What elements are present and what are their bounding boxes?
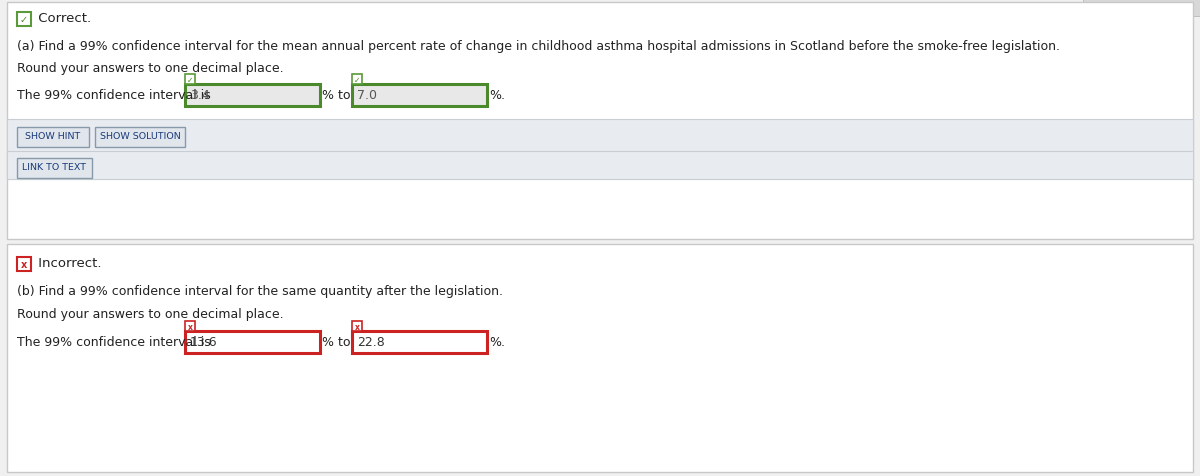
Text: SHOW HINT: SHOW HINT — [25, 132, 80, 141]
Bar — [185, 331, 320, 353]
Bar — [7, 245, 1193, 472]
Text: x: x — [20, 259, 28, 269]
Text: x: x — [187, 322, 192, 331]
Bar — [185, 85, 320, 107]
Text: 22.8: 22.8 — [358, 335, 385, 348]
Text: (b) Find a 99% confidence interval for the same quantity after the legislation.: (b) Find a 99% confidence interval for t… — [17, 284, 503, 298]
Text: Incorrect.: Incorrect. — [34, 257, 102, 269]
Text: The 99% confidence interval is: The 99% confidence interval is — [17, 335, 211, 348]
Text: ✓: ✓ — [354, 75, 360, 84]
Bar — [7, 152, 1193, 179]
Bar — [7, 120, 1193, 179]
Text: 3.4: 3.4 — [190, 89, 210, 102]
Text: The 99% confidence interval is: The 99% confidence interval is — [17, 89, 211, 102]
Bar — [7, 3, 1193, 239]
Text: Correct.: Correct. — [34, 12, 91, 25]
Text: %.: %. — [490, 335, 505, 348]
Text: LINK TO TEXT: LINK TO TEXT — [23, 163, 86, 172]
Text: x: x — [354, 322, 360, 331]
Bar — [352, 75, 362, 85]
Bar — [17, 13, 31, 27]
Text: Round your answers to one decimal place.: Round your answers to one decimal place. — [17, 62, 283, 75]
Bar — [352, 85, 487, 107]
Text: Round your answers to one decimal place.: Round your answers to one decimal place. — [17, 307, 283, 320]
Bar — [17, 159, 92, 178]
Text: 13.6: 13.6 — [190, 335, 217, 348]
Text: %.: %. — [490, 89, 505, 102]
Text: ✓: ✓ — [20, 15, 28, 25]
Bar — [185, 321, 194, 331]
Bar — [1084, 0, 1200, 17]
Bar — [185, 75, 194, 85]
Text: 7.0: 7.0 — [358, 89, 377, 102]
Text: % to: % to — [322, 335, 350, 348]
Bar — [17, 128, 89, 148]
Text: SHOW SOLUTION: SHOW SOLUTION — [100, 132, 180, 141]
Text: % to: % to — [322, 89, 350, 102]
Text: ✓: ✓ — [187, 75, 193, 84]
Text: (a) Find a 99% confidence interval for the mean annual percent rate of change in: (a) Find a 99% confidence interval for t… — [17, 40, 1060, 53]
Bar — [352, 321, 362, 331]
Bar — [17, 258, 31, 271]
Bar — [95, 128, 185, 148]
Bar — [352, 331, 487, 353]
